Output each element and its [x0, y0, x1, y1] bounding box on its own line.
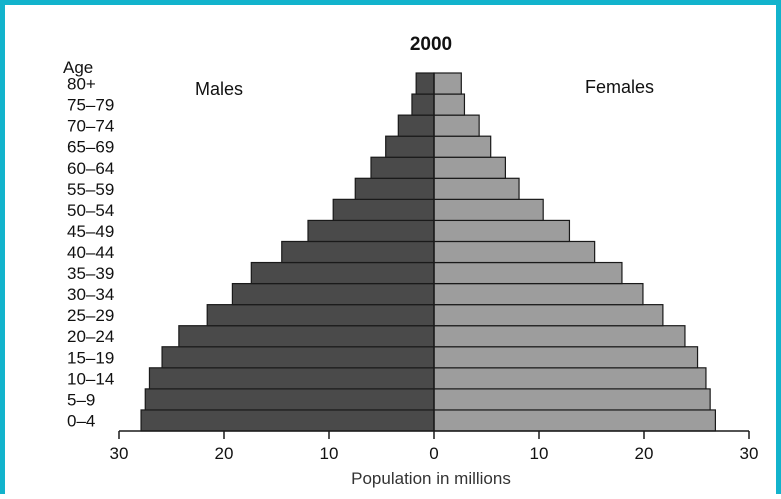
male-bar-35-39	[250, 261, 435, 285]
female-bar-5-9	[433, 388, 711, 411]
female-bar-70-74	[433, 114, 480, 137]
x-axis-label: Population in millions	[351, 469, 511, 488]
x-axis: 30 20 10 0 10 20 30	[110, 73, 759, 463]
female-bar-25-29	[433, 304, 664, 327]
female-bar-20-24	[433, 325, 686, 348]
chart-title: 2000	[410, 34, 452, 55]
age-label-55-59: 55–59	[67, 180, 114, 199]
age-label-60-64: 60–64	[67, 159, 114, 178]
age-labels-group: 0–4 5–9 10–14 15–19 20–24 25–29 30–34 35–39 40–4…	[67, 75, 114, 431]
male-bar-20-24	[178, 325, 435, 348]
male-bar-0-4	[140, 409, 435, 432]
age-label-35-39: 35–39	[67, 264, 114, 283]
age-label-40-44: 40–44	[67, 243, 114, 262]
female-bar-55-59	[433, 177, 520, 200]
x-tick-label: 30	[110, 444, 129, 463]
x-tick-label: 10	[320, 444, 339, 463]
legend-females-label: Females	[585, 77, 654, 97]
female-bar-35-39	[433, 261, 623, 285]
female-bar-30-34	[433, 282, 644, 306]
age-label-5-9: 5–9	[67, 390, 95, 409]
male-bar-5-9	[144, 388, 435, 411]
x-tick-label: 20	[635, 444, 654, 463]
x-tick-label: 20	[215, 444, 234, 463]
male-bar-45-49	[307, 219, 435, 243]
age-label-80: 80+	[67, 75, 96, 94]
x-tick-label: 10	[530, 444, 549, 463]
male-bar-40-44	[281, 240, 435, 264]
male-bar-70-74	[397, 114, 435, 137]
age-label-45-49: 45–49	[67, 222, 114, 241]
age-label-30-34: 30–34	[67, 285, 114, 304]
age-label-15-19: 15–19	[67, 348, 114, 367]
female-bar-50-54	[433, 198, 544, 222]
age-label-20-24: 20–24	[67, 327, 114, 346]
legend-males-label: Males	[195, 79, 243, 99]
female-bar-0-4	[433, 409, 716, 432]
male-bar-50-54	[332, 198, 435, 222]
female-bar-80	[433, 72, 462, 95]
male-bar-10-14	[148, 367, 435, 390]
male-bar-60-64	[370, 156, 435, 179]
female-bar-15-19	[433, 346, 699, 369]
age-label-10-14: 10–14	[67, 369, 114, 388]
age-label-0-4: 0–4	[67, 411, 95, 430]
age-label-50-54: 50–54	[67, 201, 114, 220]
female-bar-10-14	[433, 367, 707, 390]
age-label-70-74: 70–74	[67, 117, 114, 136]
age-label-65-69: 65–69	[67, 138, 114, 157]
bars-group	[140, 72, 716, 432]
age-label-75-79: 75–79	[67, 96, 114, 115]
x-tick-label: 30	[740, 444, 759, 463]
male-bar-55-59	[354, 177, 435, 200]
population-pyramid-chart: 2000 Age Males Females 0–4 5–9 10–14 15–19 2…	[63, 34, 759, 488]
male-bar-30-34	[231, 282, 435, 306]
male-bar-15-19	[161, 346, 435, 369]
male-bar-75-79	[411, 93, 435, 116]
age-axis-header: Age	[63, 58, 93, 77]
male-bar-65-69	[385, 135, 435, 158]
female-bar-65-69	[433, 135, 492, 158]
female-bar-45-49	[433, 219, 571, 243]
female-bar-60-64	[433, 156, 507, 179]
age-label-25-29: 25–29	[67, 306, 114, 325]
male-bar-80	[415, 72, 435, 95]
female-bar-40-44	[433, 240, 596, 264]
x-tick-label: 0	[429, 444, 438, 463]
female-bar-75-79	[433, 93, 466, 116]
male-bar-25-29	[206, 304, 435, 327]
